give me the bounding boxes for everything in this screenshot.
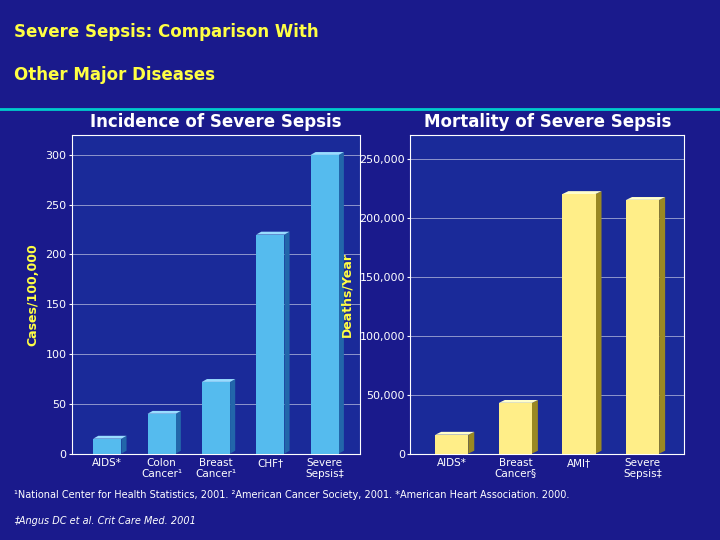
Polygon shape xyxy=(595,191,601,454)
Polygon shape xyxy=(284,232,289,454)
Polygon shape xyxy=(499,400,538,403)
Y-axis label: Cases/100,000: Cases/100,000 xyxy=(27,243,40,346)
Polygon shape xyxy=(230,379,235,454)
Polygon shape xyxy=(468,432,474,454)
Polygon shape xyxy=(435,432,474,435)
Text: Severe Sepsis: Comparison With: Severe Sepsis: Comparison With xyxy=(14,23,319,40)
Polygon shape xyxy=(176,411,181,454)
Polygon shape xyxy=(256,232,289,234)
Text: Other Major Diseases: Other Major Diseases xyxy=(14,66,215,84)
Bar xyxy=(93,438,122,454)
Polygon shape xyxy=(148,411,181,414)
Bar xyxy=(626,200,660,454)
Title: Incidence of Severe Sepsis: Incidence of Severe Sepsis xyxy=(90,113,342,131)
Polygon shape xyxy=(532,400,538,454)
Bar xyxy=(562,194,595,454)
Polygon shape xyxy=(562,191,601,194)
Bar xyxy=(499,403,532,454)
Bar xyxy=(310,155,339,454)
Bar xyxy=(202,382,230,454)
Text: ‡Angus DC et al. Crit Care Med. 2001: ‡Angus DC et al. Crit Care Med. 2001 xyxy=(14,516,197,526)
Polygon shape xyxy=(310,152,344,155)
Bar xyxy=(435,435,468,454)
Polygon shape xyxy=(626,197,665,200)
Bar xyxy=(256,234,284,454)
Text: ¹National Center for Health Statistics, 2001. ²American Cancer Society, 2001. *A: ¹National Center for Health Statistics, … xyxy=(14,489,570,500)
Polygon shape xyxy=(202,379,235,382)
Polygon shape xyxy=(660,197,665,454)
Polygon shape xyxy=(93,436,127,438)
Polygon shape xyxy=(339,152,344,454)
Bar xyxy=(148,414,176,454)
Title: Mortality of Severe Sepsis: Mortality of Severe Sepsis xyxy=(423,113,671,131)
Y-axis label: Deaths/Year: Deaths/Year xyxy=(341,252,354,337)
Polygon shape xyxy=(122,436,127,454)
